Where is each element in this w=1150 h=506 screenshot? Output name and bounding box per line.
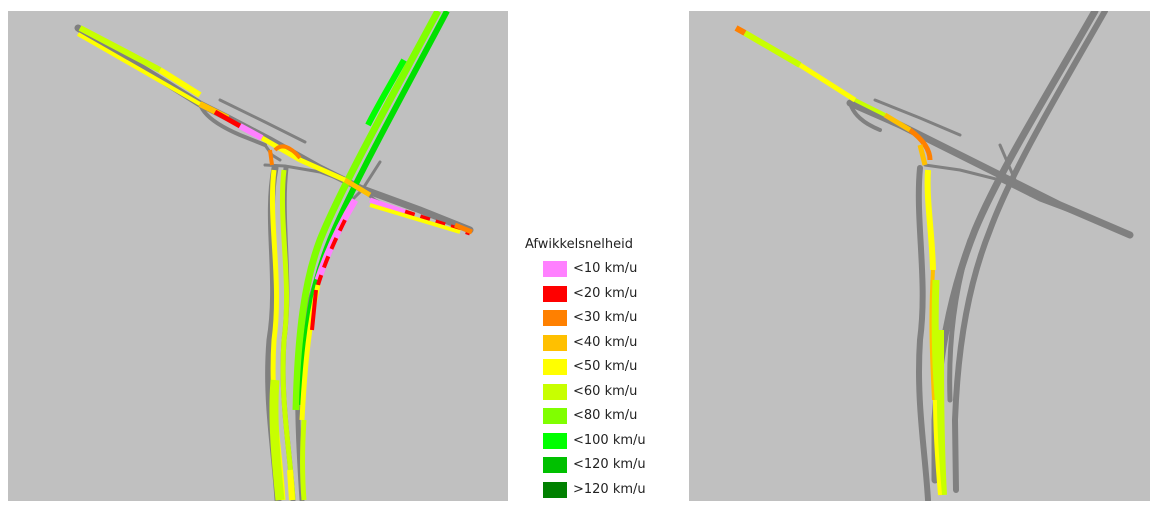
road-segment bbox=[77, 32, 201, 106]
legend-label: <100 km/u bbox=[573, 432, 646, 448]
road-segment bbox=[316, 219, 347, 286]
road-segment bbox=[78, 25, 162, 73]
legend-swatch bbox=[543, 481, 567, 498]
legend-swatch bbox=[543, 457, 567, 473]
legend-label: >120 km/u bbox=[573, 481, 646, 497]
road-segment bbox=[287, 469, 295, 501]
road-segment bbox=[369, 197, 406, 215]
main-road-speeds bbox=[77, 25, 473, 236]
road-segment bbox=[300, 419, 307, 501]
road-segment bbox=[936, 329, 947, 496]
legend-swatch bbox=[543, 408, 567, 424]
map-background bbox=[8, 11, 508, 501]
road-segment bbox=[998, 143, 1032, 197]
road-segment bbox=[883, 112, 912, 133]
legend-item: <20 km/u bbox=[525, 283, 675, 308]
map-left[interactable] bbox=[8, 11, 508, 501]
road-segment bbox=[369, 203, 461, 234]
legend-item: <60 km/u bbox=[525, 381, 675, 406]
road-segment bbox=[310, 289, 318, 331]
legend-label: <20 km/u bbox=[573, 285, 638, 301]
road-segment bbox=[260, 135, 302, 163]
road-segment bbox=[734, 25, 747, 36]
road-segment bbox=[923, 163, 1082, 217]
legend-swatch bbox=[543, 285, 567, 302]
road-segment bbox=[915, 165, 931, 501]
road-segment bbox=[908, 128, 933, 161]
legend-swatch bbox=[543, 334, 567, 351]
road-segment bbox=[743, 30, 802, 68]
road-segment bbox=[298, 157, 347, 183]
legend-label: <10 km/u bbox=[573, 261, 638, 276]
speed-legend: Afwikkelsnelheid <10 km/u <20 km/u <30 k… bbox=[525, 237, 675, 503]
legend-item: <80 km/u bbox=[525, 405, 675, 430]
legend-label: <50 km/u bbox=[573, 359, 638, 374]
legend-item: <10 km/u bbox=[525, 258, 675, 283]
legend-swatch bbox=[543, 359, 567, 375]
legend-label: <80 km/u bbox=[573, 408, 638, 423]
road-segment bbox=[218, 98, 307, 144]
road-segment bbox=[238, 123, 264, 141]
legend-label: <120 km/u bbox=[573, 457, 646, 472]
legend-label: <60 km/u bbox=[573, 383, 638, 399]
road-segment bbox=[848, 101, 882, 132]
road-segment bbox=[273, 144, 302, 160]
road-segment bbox=[454, 222, 473, 235]
road-segment bbox=[365, 58, 407, 127]
legend-item: <30 km/u bbox=[525, 307, 675, 332]
road-segment bbox=[947, 237, 973, 403]
south-ramps bbox=[269, 169, 359, 501]
main-road-speeds bbox=[734, 25, 933, 166]
legend-item: <40 km/u bbox=[525, 332, 675, 357]
legend-swatch bbox=[543, 383, 567, 400]
road-segment bbox=[279, 169, 296, 501]
road-segment bbox=[158, 67, 202, 98]
road-segment bbox=[933, 399, 942, 496]
legend-label: <40 km/u bbox=[573, 334, 638, 350]
road-segment bbox=[929, 269, 936, 401]
road-segment bbox=[269, 379, 285, 501]
road-segment bbox=[873, 98, 962, 137]
legend-item: >120 km/u bbox=[525, 479, 675, 504]
highway-east bbox=[292, 11, 450, 411]
legend-item: <50 km/u bbox=[525, 356, 675, 381]
legend-swatch bbox=[543, 261, 567, 277]
map-right[interactable] bbox=[689, 11, 1150, 501]
road-segment bbox=[917, 144, 928, 166]
legend-label: <30 km/u bbox=[573, 310, 638, 325]
legend-item: <100 km/u bbox=[525, 430, 675, 455]
road-segment bbox=[268, 149, 274, 166]
legend-title: Afwikkelsnelheid bbox=[525, 237, 633, 252]
road-segment bbox=[951, 11, 1108, 493]
road-segment bbox=[213, 109, 242, 129]
legend-swatch bbox=[543, 310, 567, 326]
south-ramps bbox=[924, 169, 947, 496]
road-segment bbox=[924, 169, 936, 271]
legend-item: <120 km/u bbox=[525, 454, 675, 479]
road-segment bbox=[798, 62, 857, 103]
legend-swatch bbox=[543, 432, 567, 449]
road-segment bbox=[299, 11, 450, 406]
road-segment bbox=[404, 209, 471, 236]
road-segment bbox=[854, 98, 886, 117]
road-segment bbox=[292, 11, 442, 411]
road-segment bbox=[343, 177, 372, 198]
